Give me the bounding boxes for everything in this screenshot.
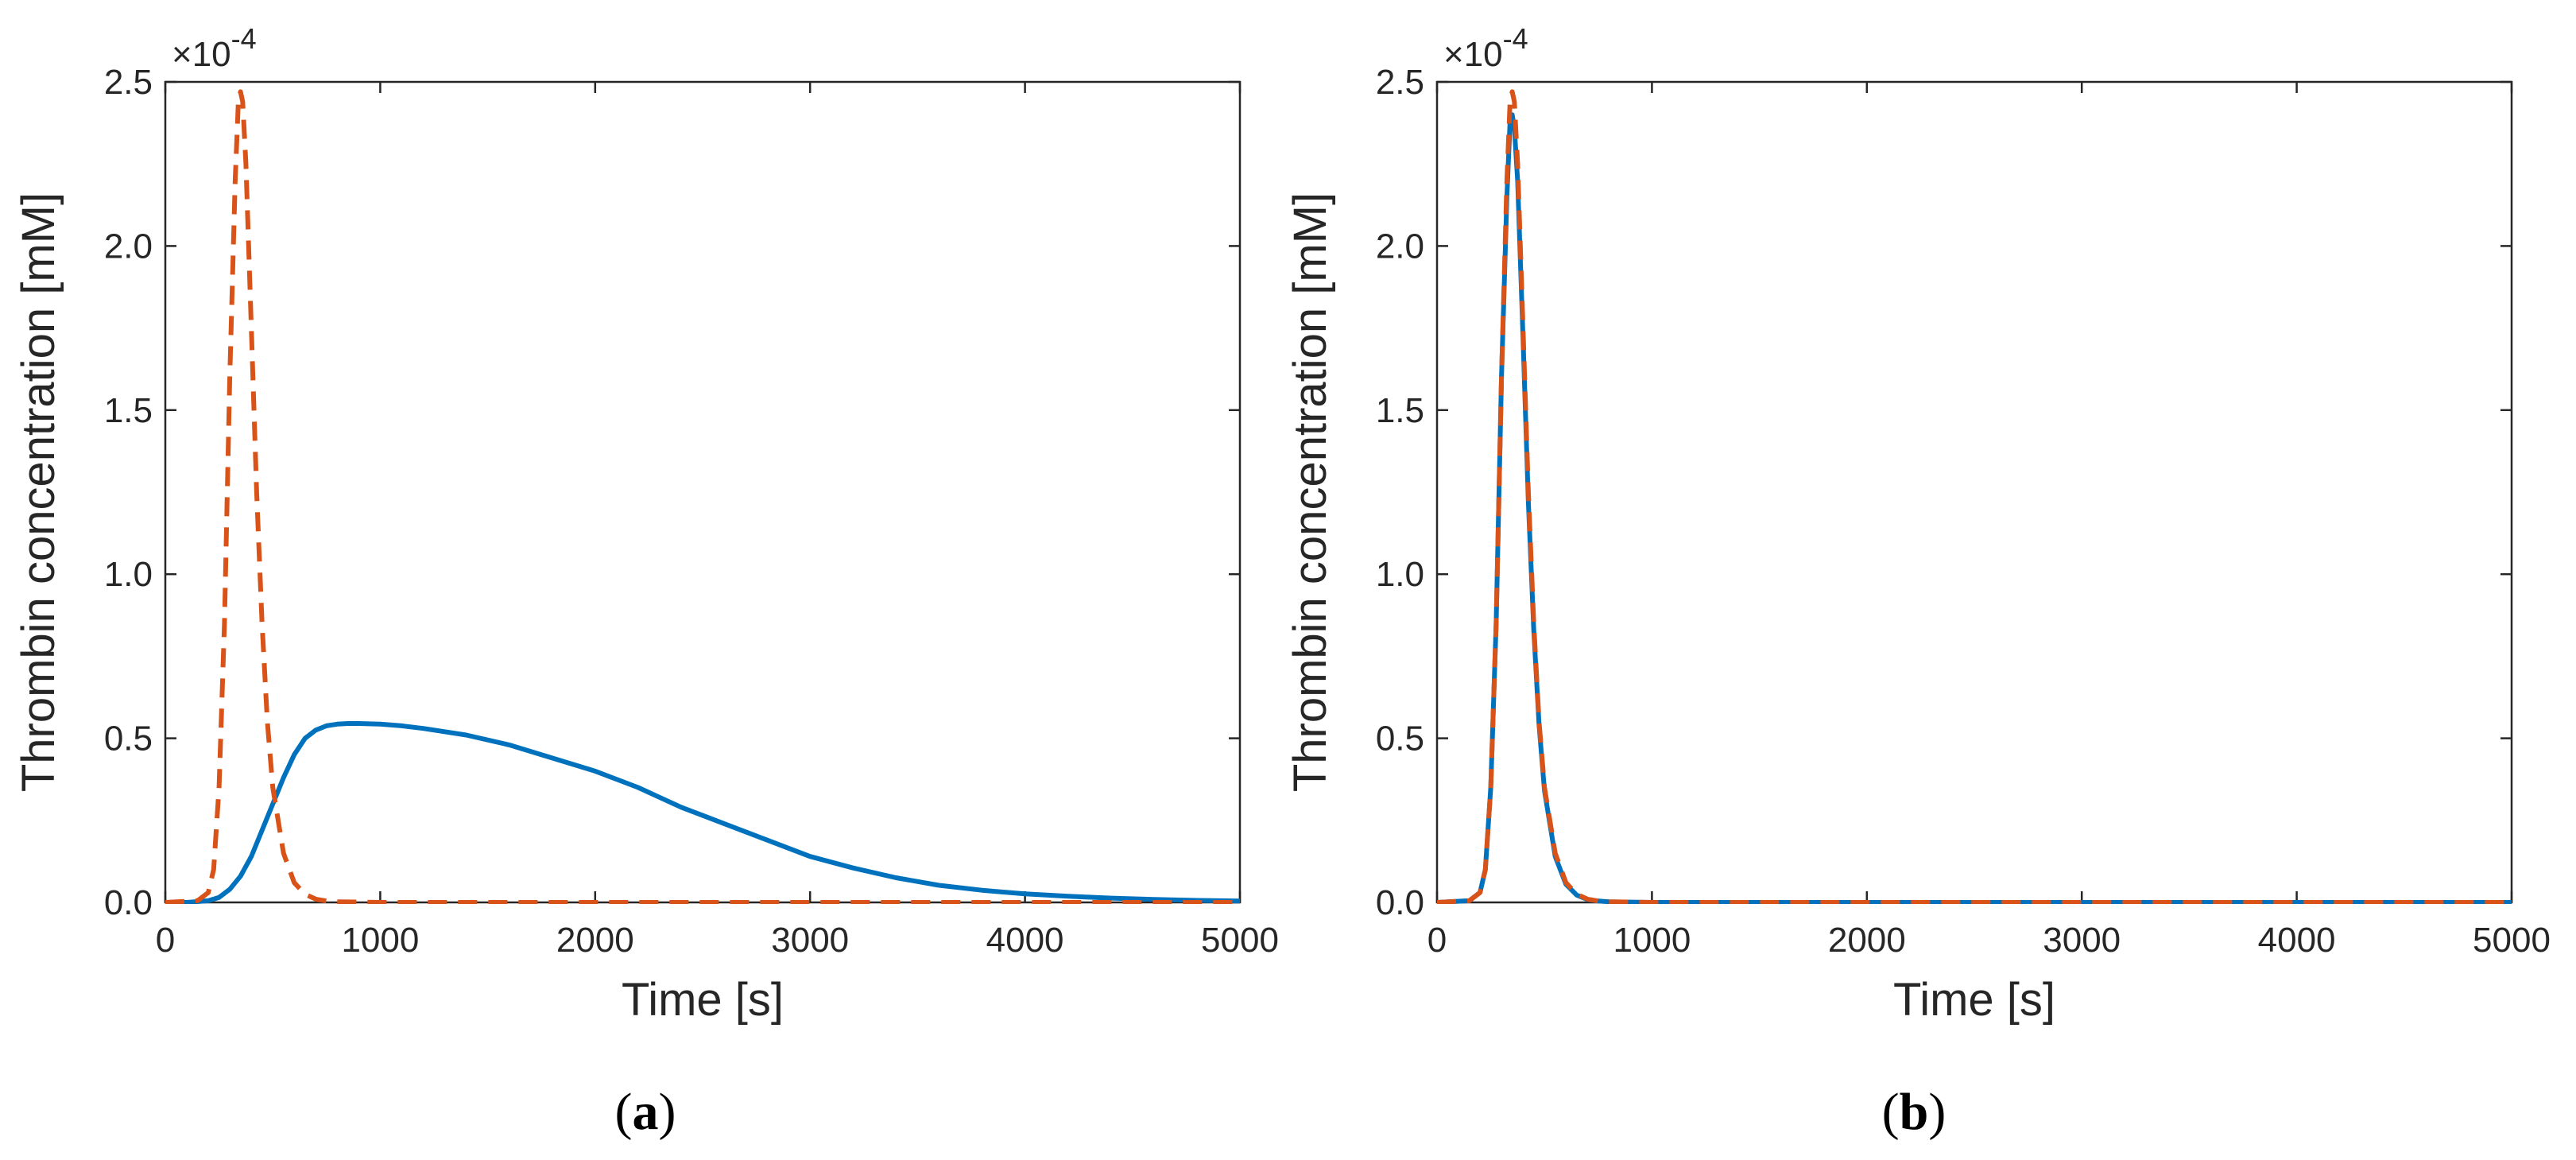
x-tick-label: 4000: [2258, 921, 2336, 960]
series-group: [165, 89, 1240, 904]
x-tick-label: 3000: [2043, 921, 2121, 960]
y-exponent-power: -4: [231, 22, 257, 55]
y-tick-label: 2.5: [104, 63, 153, 102]
x-tick-label: 4000: [986, 921, 1064, 960]
y-tick-label: 2.5: [1376, 63, 1424, 102]
y-tick-label: 0.5: [1376, 720, 1424, 758]
x-tick-label: 2000: [556, 921, 634, 960]
y-exponent-label: ×10-4: [1443, 22, 1528, 74]
x-tick-label: 2000: [1828, 921, 1906, 960]
x-tick-label: 3000: [771, 921, 849, 960]
panel-b: 0 1000 2000 3000 4000 5000 0.0 0.5 1.0 1.5 2.0 2.5 ×…: [1284, 22, 2551, 1141]
y-exponent-base: ×10: [172, 35, 231, 74]
y-tick-label: 0.0: [1376, 883, 1424, 922]
y-tick-label: 2.0: [1376, 227, 1424, 266]
series-line-dashed: [1437, 89, 2512, 904]
y-exponent-power: -4: [1503, 22, 1528, 55]
plot-frame: [164, 80, 1242, 904]
caption-open: (: [615, 1083, 633, 1141]
caption-letter: a: [633, 1083, 659, 1141]
x-axis-label: Time [s]: [1893, 974, 2055, 1026]
y-exponent-label: ×10-4: [172, 22, 257, 74]
caption-close: ): [659, 1083, 676, 1141]
y-tick-label: 1.0: [1376, 555, 1424, 594]
y-tick-label: 2.0: [104, 227, 153, 266]
y-tick-label: 1.5: [1376, 391, 1424, 430]
panel-caption: (a): [615, 1083, 676, 1141]
series-line-solid: [165, 721, 1240, 904]
plot-frame: [1435, 80, 2513, 904]
y-tick-label: 1.5: [104, 391, 153, 430]
x-tick-label: 0: [1427, 921, 1447, 960]
panel-a: 0 1000 2000 3000 4000 5000 0.0 0.5 1.0 1.5 2.0 2.5 ×…: [13, 22, 1279, 1141]
x-tick-label: 1000: [1613, 921, 1691, 960]
panel-caption: (b): [1882, 1083, 1947, 1141]
x-tick-label: 0: [156, 921, 175, 960]
series-line-solid: [1437, 112, 2512, 904]
y-tick-label: 0.0: [104, 883, 153, 922]
series-line-dashed: [165, 89, 1240, 904]
y-tick-label: 0.5: [104, 720, 153, 758]
x-tick-label: 1000: [341, 921, 419, 960]
y-axis-label: Thrombin concentration [mM]: [13, 192, 64, 792]
caption-letter: b: [1900, 1083, 1929, 1141]
x-tick-label: 5000: [1201, 921, 1279, 960]
y-exponent-base: ×10: [1443, 35, 1503, 74]
x-axis-label: Time [s]: [622, 974, 784, 1026]
y-tick-label: 1.0: [104, 555, 153, 594]
caption-open: (: [1882, 1083, 1900, 1141]
series-group: [1437, 89, 2512, 904]
x-tick-label: 5000: [2473, 921, 2551, 960]
caption-close: ): [1928, 1083, 1946, 1141]
y-axis-label: Thrombin concentration [mM]: [1284, 192, 1336, 792]
